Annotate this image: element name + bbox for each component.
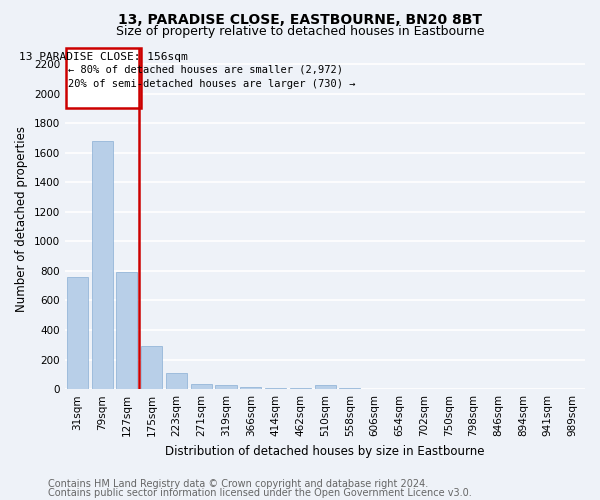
Bar bbox=[290, 388, 311, 389]
Text: 13, PARADISE CLOSE, EASTBOURNE, BN20 8BT: 13, PARADISE CLOSE, EASTBOURNE, BN20 8BT bbox=[118, 12, 482, 26]
X-axis label: Distribution of detached houses by size in Eastbourne: Distribution of detached houses by size … bbox=[165, 444, 485, 458]
Text: 13 PARADISE CLOSE: 156sqm: 13 PARADISE CLOSE: 156sqm bbox=[19, 52, 188, 62]
Bar bbox=[265, 388, 286, 389]
FancyBboxPatch shape bbox=[65, 48, 142, 108]
Bar bbox=[92, 141, 113, 389]
Text: Contains HM Land Registry data © Crown copyright and database right 2024.: Contains HM Land Registry data © Crown c… bbox=[48, 479, 428, 489]
Text: 20% of semi-detached houses are larger (730) →: 20% of semi-detached houses are larger (… bbox=[68, 80, 355, 90]
Bar bbox=[116, 272, 137, 389]
Y-axis label: Number of detached properties: Number of detached properties bbox=[16, 126, 28, 312]
Bar bbox=[67, 277, 88, 389]
Bar bbox=[141, 346, 162, 389]
Bar bbox=[166, 373, 187, 389]
Text: Contains public sector information licensed under the Open Government Licence v3: Contains public sector information licen… bbox=[48, 488, 472, 498]
Bar bbox=[215, 386, 236, 389]
Bar bbox=[339, 388, 361, 389]
Bar bbox=[240, 387, 261, 389]
Text: ← 80% of detached houses are smaller (2,972): ← 80% of detached houses are smaller (2,… bbox=[68, 64, 343, 74]
Bar bbox=[314, 384, 335, 389]
Bar bbox=[191, 384, 212, 389]
Text: Size of property relative to detached houses in Eastbourne: Size of property relative to detached ho… bbox=[116, 25, 484, 38]
